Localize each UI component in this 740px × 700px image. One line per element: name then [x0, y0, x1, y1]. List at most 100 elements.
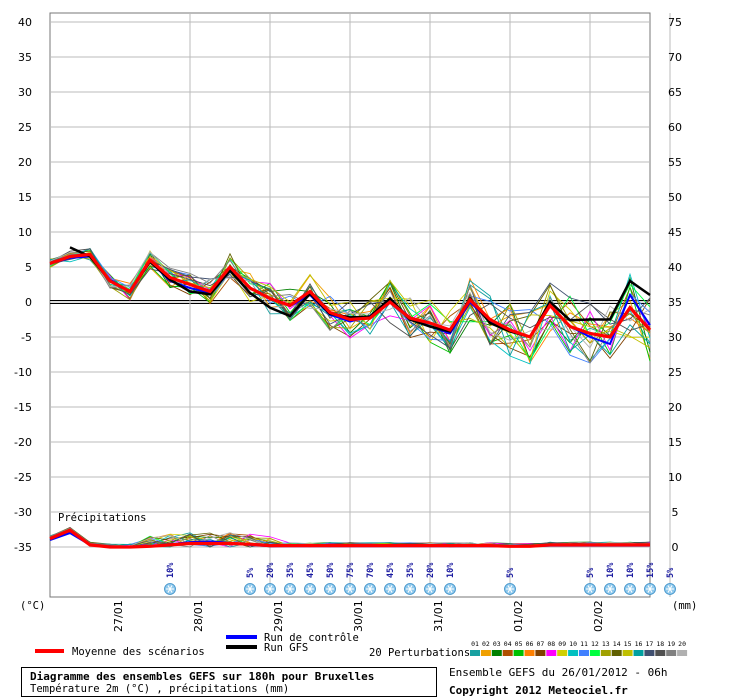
left-tick-label: 0 — [25, 296, 32, 309]
snowflake-icon — [444, 583, 456, 595]
perturbation-number: 18 — [656, 640, 664, 648]
snowflake-icon — [384, 583, 396, 595]
right-tick-label: 15 — [668, 436, 682, 449]
perturbation-swatch — [557, 650, 568, 656]
perturbation-number: 12 — [591, 640, 599, 648]
perturbation-swatch — [491, 650, 502, 656]
perturbation-swatch — [568, 650, 579, 656]
right-tick-label: 60 — [668, 121, 682, 134]
perturbation-swatch — [644, 650, 655, 656]
perturbation-swatch — [546, 650, 557, 656]
snowflake-icon — [664, 583, 676, 595]
snow-probability-label: 70% — [366, 562, 376, 578]
snowflake-icon — [244, 583, 256, 595]
perturbation-swatch — [611, 650, 622, 656]
perturbation-number: 03 — [493, 640, 501, 648]
mean-precip-line — [49, 528, 650, 549]
perturbation-precip-line — [49, 529, 651, 548]
left-tick-label: -30 — [14, 506, 32, 519]
left-tick-label: -15 — [14, 401, 32, 414]
perturbation-number: 15 — [624, 640, 632, 648]
right-tick-label: 50 — [668, 191, 682, 204]
mean-temp-line — [49, 252, 652, 339]
left-tick-label: 10 — [18, 226, 32, 239]
right-tick-label: 40 — [668, 261, 682, 274]
snow-probability-label: 5% — [506, 567, 516, 578]
snow-probability-label: 20% — [266, 562, 276, 578]
day-label: 31/01 — [432, 600, 445, 632]
snow-probability-label: 5% — [246, 567, 256, 578]
perturbation-swatch — [622, 650, 633, 656]
snow-probability-label: 5% — [666, 567, 676, 578]
perturbation-number: 17 — [645, 640, 653, 648]
main-series-lines — [49, 246, 652, 549]
snowflake-icon — [304, 583, 316, 595]
snow-probability-label: 35% — [406, 562, 416, 578]
left-axis-ticks: 40 35 30 25 20 15 10 5 0 -5 -10 -15 -20 -25 -30 -35 — [14, 16, 32, 554]
snowflake-icon — [604, 583, 616, 595]
perturbation-number: 19 — [667, 640, 675, 648]
snow-probability-label: 10% — [166, 562, 176, 578]
snow-probability-label: 35% — [286, 562, 296, 578]
right-tick-label: 30 — [668, 331, 682, 344]
perturbation-number: 07 — [536, 640, 544, 648]
snow-probability-label: 15% — [646, 562, 656, 578]
perturbation-swatch — [666, 650, 677, 656]
perturbation-number: 16 — [635, 640, 643, 648]
left-tick-label: 5 — [25, 261, 32, 274]
perturbation-number: 05 — [515, 640, 523, 648]
snow-probabilities: 10% 5% 20% 35% 45% 50% 75% 70% 45% 35% 20% 10% 5% 5% 1… — [164, 562, 676, 595]
perturbation-number: 06 — [526, 640, 534, 648]
perturbation-swatch — [589, 650, 600, 656]
left-tick-label: 35 — [18, 51, 32, 64]
snow-probability-label: 10% — [626, 562, 636, 578]
right-tick-label: 35 — [668, 296, 682, 309]
right-tick-label: 65 — [668, 86, 682, 99]
snowflake-icon — [584, 583, 596, 595]
left-tick-label: -10 — [14, 366, 32, 379]
perturbation-number: 20 — [678, 640, 686, 648]
perturbation-number: 14 — [613, 640, 621, 648]
precip-label: Précipitations — [58, 512, 147, 524]
legend-gfs-label: Run GFS — [264, 642, 308, 654]
copyright: Copyright 2012 Meteociel.fr — [449, 684, 628, 697]
perturbation-number: 10 — [569, 640, 577, 648]
perturbation-swatch — [535, 650, 546, 656]
left-tick-label: -20 — [14, 436, 32, 449]
perturbation-line — [49, 251, 651, 349]
perturbation-number: 09 — [558, 640, 566, 648]
chart-title: Diagramme des ensembles GEFS sur 180h po… — [30, 670, 375, 683]
snowflake-icon — [264, 583, 276, 595]
snowflake-icon — [624, 583, 636, 595]
day-label: 29/01 — [272, 600, 285, 632]
legend-perturbations-label: 20 Perturbations — [369, 647, 470, 659]
chart-subtitle: Température 2m (°C) , précipitations (mm… — [30, 683, 290, 695]
perturbation-swatch — [502, 650, 513, 656]
snowflake-icon — [344, 583, 356, 595]
day-label: 30/01 — [352, 600, 365, 632]
legend-control-label: Run de contrôle — [264, 632, 359, 644]
snow-probability-label: 10% — [606, 562, 616, 578]
left-tick-label: 15 — [18, 191, 32, 204]
snowflake-icon — [504, 583, 516, 595]
perturbation-number: 08 — [547, 640, 555, 648]
left-tick-label: -35 — [14, 541, 32, 554]
snowflake-icon — [404, 583, 416, 595]
perturbation-swatch — [470, 650, 480, 656]
right-tick-label: 20 — [668, 401, 682, 414]
snow-probability-label: 10% — [446, 562, 456, 578]
right-tick-label: 75 — [668, 16, 682, 29]
x-axis-day-labels: 27/01 28/01 29/01 30/01 31/01 01/02 02/02 — [112, 600, 605, 632]
snow-probability-label: 75% — [346, 562, 356, 578]
legend-mean-label: Moyenne des scénarios — [72, 646, 205, 658]
snow-probability-label: 45% — [386, 562, 396, 578]
snowflake-icon — [364, 583, 376, 595]
right-tick-label: 70 — [668, 51, 682, 64]
snowflake-icon — [324, 583, 336, 595]
left-tick-label: -5 — [21, 331, 32, 344]
left-tick-label: 40 — [18, 16, 32, 29]
snow-probability-label: 5% — [586, 567, 596, 578]
perturbation-swatch — [655, 650, 666, 656]
